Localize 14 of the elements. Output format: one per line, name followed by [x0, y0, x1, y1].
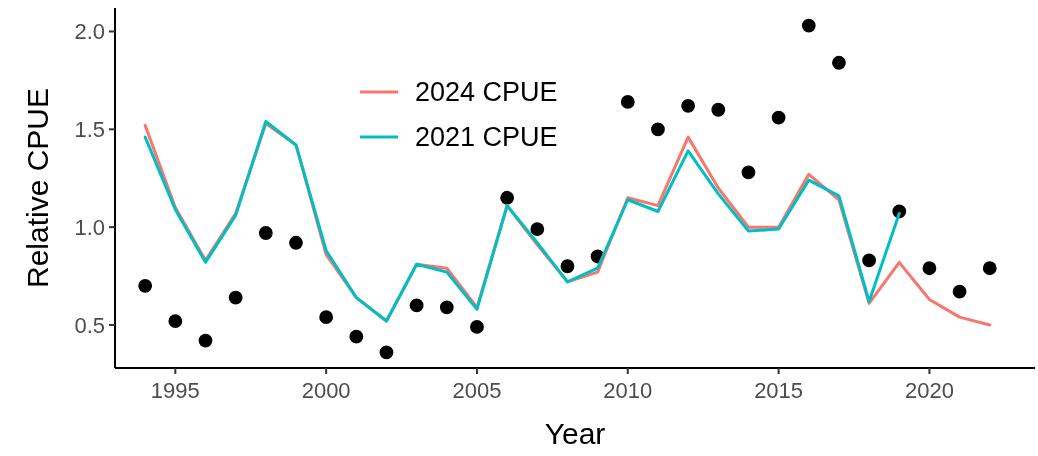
x-tick-label: 2000 [301, 378, 351, 403]
y-tick-label: 1.5 [74, 117, 105, 142]
x-axis-title: Year [544, 417, 606, 450]
y-tick-label: 2.0 [74, 19, 105, 45]
x-tick-label: 2005 [452, 378, 502, 403]
y-tick-label: 1.0 [74, 214, 105, 240]
y-tick-label: 0.5 [74, 312, 105, 338]
x-tick-label: 2020 [904, 378, 954, 403]
legend-label: 2021 CPUE [415, 122, 558, 153]
x-tick-label: 2015 [754, 378, 804, 403]
x-tick-label: 2010 [603, 378, 653, 403]
legend-label: 2024 CPUE [415, 77, 558, 108]
y-axis-title: Relative CPUE [21, 87, 54, 289]
x-tick-label: 1995 [150, 378, 200, 403]
